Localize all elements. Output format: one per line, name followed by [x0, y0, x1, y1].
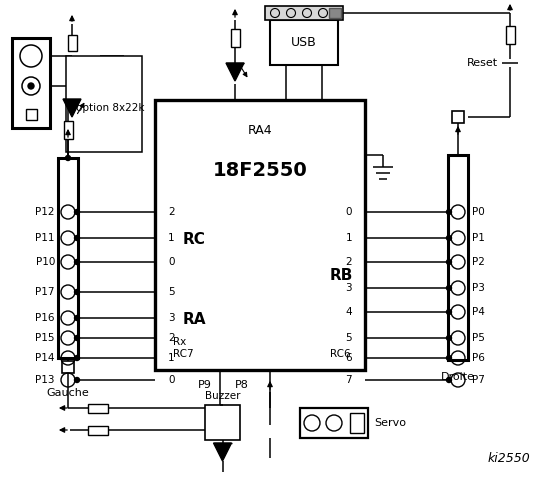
Bar: [448, 155, 468, 360]
Text: 4: 4: [346, 307, 352, 317]
Circle shape: [446, 310, 451, 314]
Text: RC6: RC6: [330, 349, 351, 359]
Text: 2: 2: [168, 207, 175, 217]
Polygon shape: [213, 443, 232, 461]
Text: Gauche: Gauche: [46, 388, 90, 398]
Text: P13: P13: [35, 375, 55, 385]
Text: P9: P9: [198, 380, 212, 390]
Bar: [88, 425, 108, 434]
Bar: [64, 121, 72, 139]
Bar: [58, 158, 78, 358]
Circle shape: [446, 209, 451, 215]
Text: RB: RB: [330, 267, 353, 283]
Text: RC7: RC7: [173, 349, 194, 359]
Text: P5: P5: [472, 333, 485, 343]
Text: P16: P16: [35, 313, 55, 323]
Text: P6: P6: [472, 353, 485, 363]
Text: Reset: Reset: [467, 58, 498, 68]
Bar: [270, 20, 338, 65]
Text: P10: P10: [35, 257, 55, 267]
Text: RA4: RA4: [248, 123, 272, 136]
Bar: [12, 38, 50, 128]
Circle shape: [75, 336, 80, 340]
Text: 0: 0: [168, 257, 175, 267]
Circle shape: [446, 336, 451, 340]
Text: P12: P12: [35, 207, 55, 217]
Text: 3: 3: [346, 283, 352, 293]
Text: RC: RC: [183, 232, 206, 248]
Text: 2: 2: [168, 333, 175, 343]
Polygon shape: [63, 99, 81, 117]
Bar: [452, 111, 464, 123]
Text: 6: 6: [346, 353, 352, 363]
Circle shape: [75, 377, 80, 383]
Text: 7: 7: [346, 375, 352, 385]
Bar: [25, 109, 36, 120]
Circle shape: [28, 83, 34, 89]
Text: 1: 1: [168, 353, 175, 363]
Bar: [66, 56, 142, 152]
Circle shape: [75, 260, 80, 264]
Circle shape: [446, 236, 451, 240]
Text: P1: P1: [472, 233, 485, 243]
Bar: [329, 8, 341, 18]
Text: P14: P14: [35, 353, 55, 363]
Text: 3: 3: [168, 313, 175, 323]
Circle shape: [75, 356, 80, 360]
Text: P2: P2: [472, 257, 485, 267]
Circle shape: [446, 286, 451, 290]
Bar: [300, 408, 368, 438]
Text: option 8x22k: option 8x22k: [76, 103, 144, 113]
Text: P7: P7: [472, 375, 485, 385]
Text: 5: 5: [168, 287, 175, 297]
Text: P3: P3: [472, 283, 485, 293]
Text: 1: 1: [168, 233, 175, 243]
Circle shape: [75, 315, 80, 321]
Text: RA: RA: [183, 312, 206, 327]
Text: USB: USB: [291, 36, 317, 49]
Text: P15: P15: [35, 333, 55, 343]
Text: P4: P4: [472, 307, 485, 317]
Text: Droite: Droite: [441, 372, 475, 382]
Bar: [205, 405, 240, 440]
Text: P11: P11: [35, 233, 55, 243]
Bar: [67, 35, 76, 51]
Bar: [155, 100, 365, 370]
Text: ki2550: ki2550: [487, 452, 530, 465]
Bar: [231, 29, 239, 47]
Polygon shape: [226, 63, 244, 81]
Text: 18F2550: 18F2550: [212, 160, 307, 180]
Circle shape: [446, 260, 451, 264]
Text: Buzzer: Buzzer: [205, 391, 240, 401]
Text: P8: P8: [235, 380, 249, 390]
Text: 1: 1: [346, 233, 352, 243]
Bar: [350, 413, 364, 433]
Text: 0: 0: [346, 207, 352, 217]
Text: Rx: Rx: [173, 337, 186, 347]
Circle shape: [75, 289, 80, 295]
Circle shape: [75, 209, 80, 215]
Bar: [265, 6, 343, 20]
Text: P17: P17: [35, 287, 55, 297]
Circle shape: [446, 377, 451, 383]
Circle shape: [65, 156, 70, 160]
Text: 5: 5: [346, 333, 352, 343]
Bar: [88, 404, 108, 412]
Bar: [505, 26, 514, 44]
Text: P0: P0: [472, 207, 485, 217]
Text: 0: 0: [168, 375, 175, 385]
Bar: [62, 361, 74, 373]
Text: Servo: Servo: [374, 418, 406, 428]
Circle shape: [446, 356, 451, 360]
Text: 2: 2: [346, 257, 352, 267]
Circle shape: [75, 236, 80, 240]
